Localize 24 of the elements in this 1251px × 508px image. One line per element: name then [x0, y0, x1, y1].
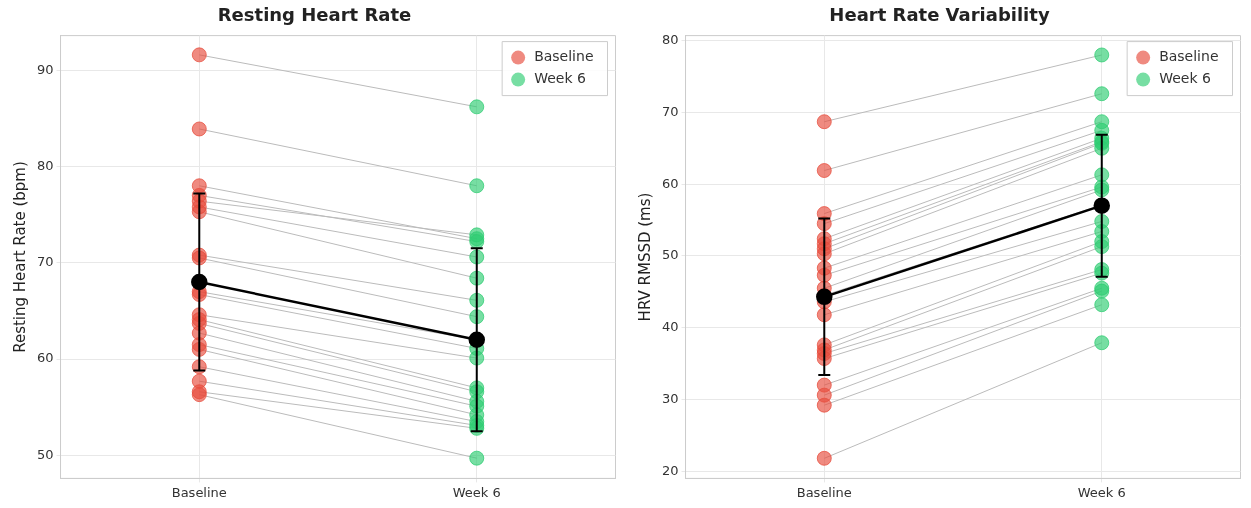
y-tick-label: 30 — [662, 390, 679, 406]
y-axis-title: HRV RMSSD (ms) — [635, 192, 654, 322]
x-tick-label: Baseline — [796, 484, 852, 500]
y-axis-title: Resting Heart Rate (bpm) — [10, 161, 29, 353]
x-tick-label: Week 6 — [452, 484, 501, 500]
legend-label: Week 6 — [534, 70, 586, 87]
y-tick-label: 50 — [37, 446, 54, 462]
y-tick-label: 50 — [662, 247, 679, 263]
x-tick-label: Baseline — [171, 484, 227, 500]
x-tick-label: Week 6 — [1077, 484, 1126, 500]
y-tick-label: 60 — [662, 175, 679, 191]
legend-label: Baseline — [1159, 48, 1219, 65]
legend-label: Week 6 — [1159, 70, 1211, 87]
y-tick-label: 90 — [37, 61, 54, 77]
legend-label: Baseline — [534, 48, 594, 65]
y-tick-label: 20 — [662, 462, 679, 478]
y-tick-label: 70 — [662, 103, 679, 119]
y-tick-label: 80 — [37, 157, 54, 173]
y-tick-label: 70 — [37, 254, 54, 270]
y-tick-label: 80 — [662, 32, 679, 47]
chart-title: Heart Rate Variability — [829, 4, 1050, 26]
y-tick-label: 60 — [37, 350, 54, 366]
chart-title: Resting Heart Rate — [217, 4, 412, 26]
y-tick-label: 40 — [662, 319, 679, 335]
